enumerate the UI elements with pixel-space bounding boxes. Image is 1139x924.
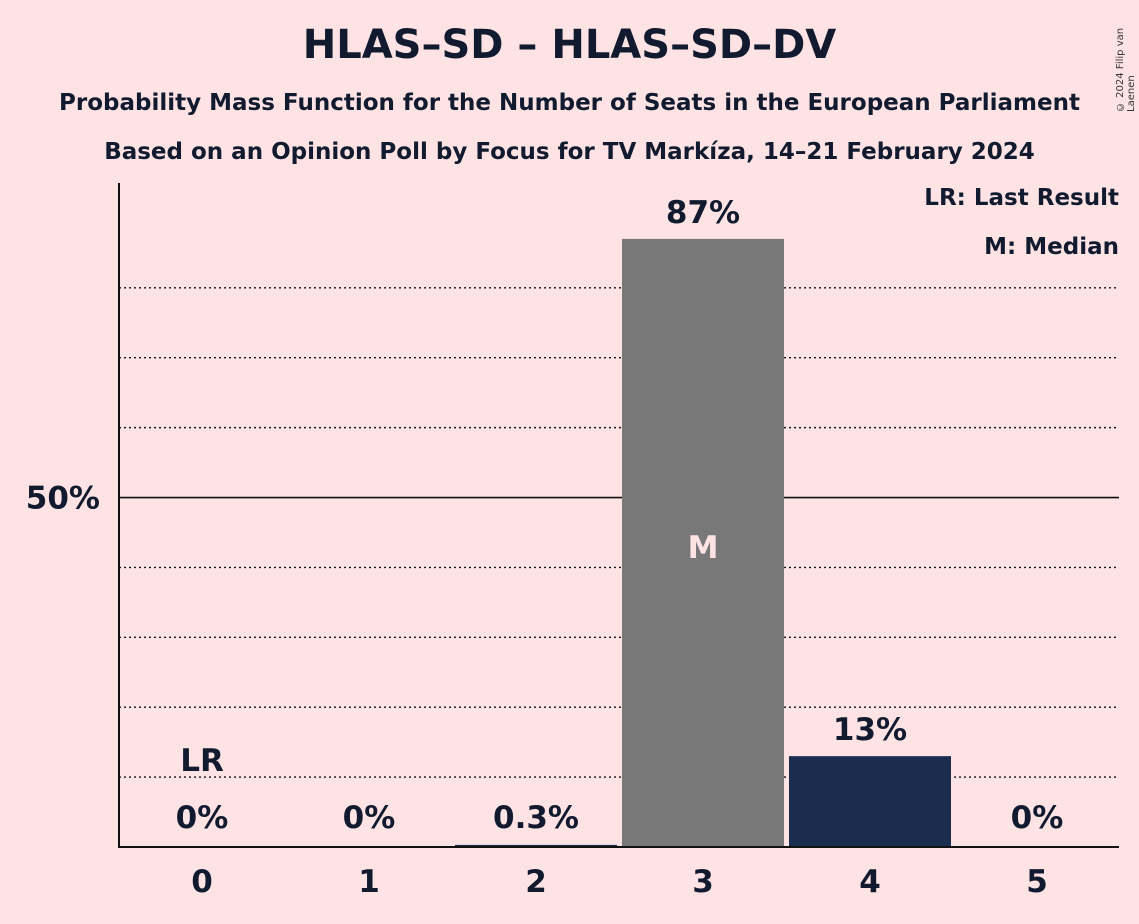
value-label: 0% (176, 800, 229, 836)
bar-seats-2 (455, 844, 617, 847)
value-label: 87% (666, 195, 740, 231)
chart-source: Based on an Opinion Poll by Focus for TV… (104, 139, 1035, 165)
y-tick-label: 50% (26, 481, 100, 517)
chart-title: HLAS–SD – HLAS–SD–DV (302, 22, 837, 68)
x-tick-label: 3 (692, 864, 714, 900)
bar-seats-4 (789, 756, 951, 847)
x-tick-label: 2 (525, 864, 547, 900)
axes: 50% 0 1 2 3 4 5 (26, 183, 1119, 900)
chart-subtitle: Probability Mass Function for the Number… (59, 90, 1080, 116)
bars (455, 238, 951, 848)
legend-last-result: LR: Last Result (924, 185, 1119, 211)
copyright-notice: © 2024 Filip van Laenen (1115, 27, 1137, 112)
last-result-marker: LR (180, 743, 224, 779)
data-labels: 0% LR 0% 0.3% 87% M 13% 0% (176, 195, 1064, 836)
value-label: 0% (343, 800, 396, 836)
x-tick-label: 1 (358, 864, 380, 900)
legend-median: M: Median (984, 234, 1119, 260)
median-marker: M (688, 530, 719, 566)
x-tick-label: 5 (1026, 864, 1048, 900)
x-tick-label: 4 (859, 864, 881, 900)
value-label: 0.3% (493, 800, 579, 836)
bar-seats-3 (622, 238, 784, 848)
value-label: 13% (833, 712, 907, 748)
gridlines (119, 287, 1119, 778)
x-tick-label: 0 (191, 864, 213, 900)
value-label: 0% (1011, 800, 1064, 836)
